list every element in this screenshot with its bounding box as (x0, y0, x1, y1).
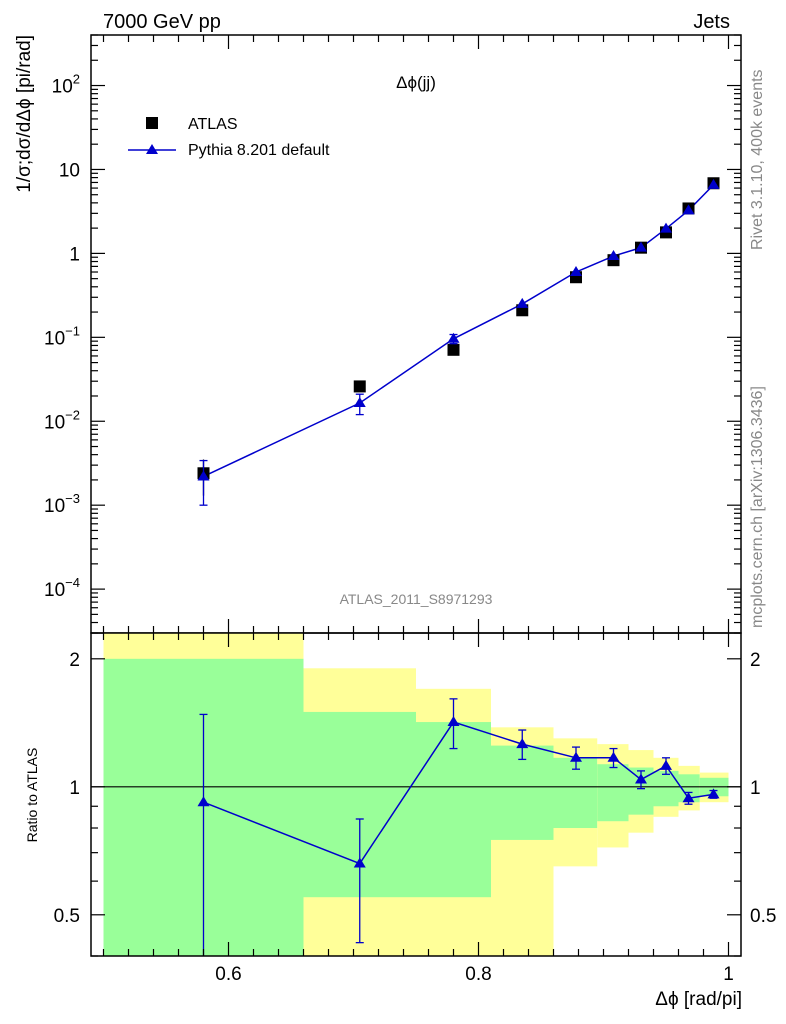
ratio-mc-point (635, 773, 647, 784)
ratio-mc-point (353, 857, 366, 868)
legend-atlas-label: ATLAS (188, 116, 238, 133)
main-mc-point (682, 204, 695, 215)
main-y-tick-label: 10−1 (44, 323, 80, 349)
ratio-y-tick-label-right: 2 (750, 650, 761, 671)
ratio-band-inner (491, 745, 554, 840)
ratio-mc-point (607, 751, 620, 762)
main-mc-point (607, 250, 620, 261)
main-y-tick-label: 10 (59, 160, 80, 181)
main-mc-point (353, 396, 366, 407)
main-y-tick-label: 10−2 (44, 407, 80, 433)
main-mc-point (707, 178, 720, 189)
legend-pythia-label: Pythia 8.201 default (188, 142, 330, 159)
ratio-mc-line (203, 721, 714, 865)
ratio-frame (90, 632, 742, 957)
x-axis-label: Δϕ [rad/pi] (655, 989, 742, 1010)
ratio-plot-area (91, 633, 741, 956)
plot-title: Δϕ(jj) (396, 73, 436, 92)
ratio-y-tick-label-right: 0.5 (750, 906, 776, 927)
ratio-band-inner (597, 764, 629, 822)
side-text-rivet: Rivet 3.1.10, 400k events (749, 69, 766, 250)
main-mc-point (516, 297, 529, 308)
header-right: Jets (693, 11, 730, 33)
legend-atlas-marker (146, 117, 158, 129)
watermark: ATLAS_2011_S8971293 (340, 591, 493, 607)
ratio-mc-point (682, 792, 695, 803)
main-mc-point (447, 332, 460, 343)
legend: ATLAS Pythia 8.201 default (128, 116, 330, 159)
main-mc-point (635, 241, 647, 252)
axis-ticks: 0.6 0.8 1 10−4 10−3 10−2 10−1 1 10 102 0.5 0.5 1 1 2 2 (44, 34, 776, 985)
main-y-tick-label: 10−4 (44, 575, 80, 601)
ratio-band-inner (678, 774, 700, 803)
main-y-axis-label: 1/σ;dσ/dΔϕ [pi/rad] (14, 35, 35, 193)
main-mc-point (660, 222, 672, 233)
ratio-y-tick-label-left: 1 (69, 778, 80, 799)
ratio-mc-point (707, 788, 720, 799)
main-y-tick-label: 10−3 (44, 491, 80, 517)
ratio-y-axis-label: Ratio to ATLAS (24, 748, 40, 843)
ratio-y-tick-label-left: 2 (69, 650, 80, 671)
ratio-band-inner (653, 770, 679, 807)
main-mc-line (203, 184, 715, 478)
main-data-point (447, 343, 460, 356)
ratio-mc-point (197, 796, 210, 807)
ratio-y-tick-label-right: 1 (750, 778, 761, 799)
ratio-mc-point (516, 738, 529, 749)
ratio-mc-point (447, 716, 460, 727)
ratio-mc-point (570, 751, 582, 762)
ratio-mc-point (660, 759, 672, 770)
ratio-y-tick-label-left: 0.5 (54, 906, 80, 927)
main-plot-area (197, 177, 720, 506)
main-mc-point (570, 266, 582, 277)
header-left: 7000 GeV pp (103, 11, 221, 33)
side-text-mcplots: mcplots.cern.ch [arXiv:1306.3436] (749, 386, 766, 628)
main-data-point (353, 380, 366, 393)
main-y-tick-label: 1 (69, 244, 80, 265)
main-y-tick-label: 102 (52, 72, 80, 98)
legend-pythia-marker (146, 144, 158, 154)
x-tick-label: 1 (723, 964, 734, 985)
x-tick-label: 0.6 (215, 964, 241, 985)
main-mc-point (197, 470, 210, 481)
ratio-band-inner (416, 722, 491, 898)
x-tick-label: 0.8 (465, 964, 491, 985)
